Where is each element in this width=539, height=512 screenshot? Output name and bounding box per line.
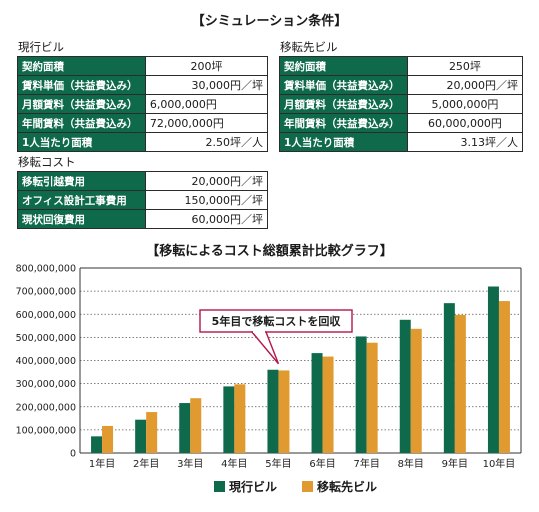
y-tick-label: 400,000,000 (16, 356, 76, 367)
condition-row: 月額賃料（共益費込み） 6,000,000円 (17, 94, 269, 114)
condition-row: 移転引越費用 20,000円／坪 (17, 171, 269, 191)
condition-row: 1人当たり面積 3.13坪／人 (279, 132, 524, 152)
bar-destination-building (322, 356, 334, 453)
bar-current-building (135, 419, 147, 453)
bar-destination-building (102, 425, 114, 453)
moving-cost-table: 移転引越費用 20,000円／坪 オフィス設計工事費用 150,000円／坪 現状回復費… (17, 171, 269, 229)
condition-value: 20,000円／坪 (406, 75, 524, 95)
y-tick-label: 200,000,000 (16, 402, 76, 413)
x-tick-label: 4年目 (221, 457, 247, 470)
moving-cost-label: 移転コスト (18, 155, 76, 169)
x-tick-label: 8年目 (398, 457, 424, 470)
condition-value: 60,000円／坪 (144, 209, 269, 229)
x-tick-label: 9年目 (442, 457, 468, 470)
y-tick-label: 800,000,000 (16, 264, 76, 275)
condition-key: 年間賃料（共益費込み） (279, 113, 408, 133)
condition-row: 現状回復費用 60,000円／坪 (17, 209, 269, 229)
x-tick-label: 5年目 (265, 457, 291, 470)
y-tick-label: 0 (70, 449, 76, 460)
bar-current-building (91, 436, 103, 453)
condition-value: 60,000,000円 (406, 113, 524, 133)
condition-value: 250坪 (406, 56, 524, 76)
condition-key: 現状回復費用 (17, 209, 146, 229)
condition-value: 30,000円／坪 (144, 75, 269, 95)
legend-label-current: 現行ビル (229, 479, 277, 494)
x-tick-label: 2年目 (133, 457, 159, 470)
bar-destination-building (278, 370, 290, 453)
bar-destination-building (190, 398, 202, 453)
condition-row: 1人当たり面積 2.50坪／人 (17, 132, 269, 152)
bar-destination-building (234, 384, 246, 453)
destination-building-label: 移転先ビル (280, 40, 338, 54)
condition-row: 年間賃料（共益費込み） 60,000,000円 (279, 113, 524, 133)
condition-row: 賃料単価（共益費込み） 20,000円／坪 (279, 75, 524, 95)
condition-key: 契約面積 (279, 56, 408, 76)
condition-key: 月額賃料（共益費込み） (279, 94, 408, 114)
x-tick-label: 3年目 (177, 457, 203, 470)
y-tick-label: 500,000,000 (16, 333, 76, 344)
legend-swatch-destination (302, 481, 313, 492)
bar-current-building (179, 403, 191, 453)
condition-row: オフィス設計工事費用 150,000円／坪 (17, 190, 269, 210)
x-tick-label: 10年目 (483, 457, 516, 470)
condition-value: 2.50坪／人 (144, 132, 269, 152)
condition-key: オフィス設計工事費用 (17, 190, 146, 210)
annotation-pointer (250, 331, 280, 365)
condition-value: 200坪 (144, 56, 269, 76)
bar-destination-building (498, 301, 510, 453)
current-building-table: 契約面積 200坪 賃料単価（共益費込み） 30,000円／坪 月額賃料（共益費込み） 6… (17, 56, 269, 152)
destination-building-table: 契約面積 250坪 賃料単価（共益費込み） 20,000円／坪 月額賃料（共益費込み） 5… (279, 56, 524, 152)
condition-key: 月額賃料（共益費込み） (17, 94, 146, 114)
legend-swatch-current (214, 481, 225, 492)
condition-key: 賃料単価（共益費込み） (279, 75, 408, 95)
condition-row: 契約面積 250坪 (279, 56, 524, 76)
condition-value: 150,000円／坪 (144, 190, 269, 210)
condition-row: 年間賃料（共益費込み） 72,000,000円 (17, 113, 269, 133)
annotation-text: 5年目で移転コストを回収 (212, 314, 342, 328)
x-tick-label: 7年目 (353, 457, 379, 470)
bar-current-building (267, 369, 279, 453)
bar-current-building (399, 319, 411, 453)
condition-value: 3.13坪／人 (406, 132, 524, 152)
condition-row: 賃料単価（共益費込み） 30,000円／坪 (17, 75, 269, 95)
bar-current-building (223, 386, 235, 453)
bar-destination-building (366, 342, 378, 453)
bar-current-building (355, 336, 367, 453)
y-tick-label: 700,000,000 (16, 287, 76, 298)
x-tick-label: 1年目 (89, 457, 115, 470)
condition-value: 5,000,000円 (406, 94, 524, 114)
condition-value: 72,000,000円 (144, 113, 269, 133)
simulation-title: 【シミュレーション条件】 (191, 14, 348, 29)
y-tick-label: 600,000,000 (16, 310, 76, 321)
condition-row: 契約面積 200坪 (17, 56, 269, 76)
annotation-callout (199, 309, 353, 333)
bar-current-building (487, 286, 499, 453)
bar-destination-building (146, 412, 158, 453)
bar-destination-building (454, 314, 466, 453)
condition-value: 20,000円／坪 (144, 171, 269, 191)
x-tick-label: 6年目 (309, 457, 335, 470)
legend-label-destination: 移転先ビル (317, 479, 377, 494)
chart-title: 【移転によるコスト総額累計比較グラフ】 (146, 244, 393, 259)
condition-key: 移転引越費用 (17, 171, 146, 191)
condition-key: 1人当たり面積 (279, 132, 408, 152)
bar-current-building (443, 303, 455, 453)
condition-row: 月額賃料（共益費込み） 5,000,000円 (279, 94, 524, 114)
y-tick-label: 100,000,000 (16, 425, 76, 436)
bar-destination-building (410, 328, 422, 453)
y-tick-label: 300,000,000 (16, 379, 76, 390)
bar-current-building (311, 353, 323, 453)
condition-key: 賃料単価（共益費込み） (17, 75, 146, 95)
current-building-label: 現行ビル (18, 40, 64, 54)
condition-value: 6,000,000円 (144, 94, 269, 114)
condition-key: 契約面積 (17, 56, 146, 76)
cost-comparison-chart: 0 100,000,000 200,000,000 300,000,000 400,00… (16, 264, 522, 494)
condition-key: 年間賃料（共益費込み） (17, 113, 146, 133)
condition-key: 1人当たり面積 (17, 132, 146, 152)
